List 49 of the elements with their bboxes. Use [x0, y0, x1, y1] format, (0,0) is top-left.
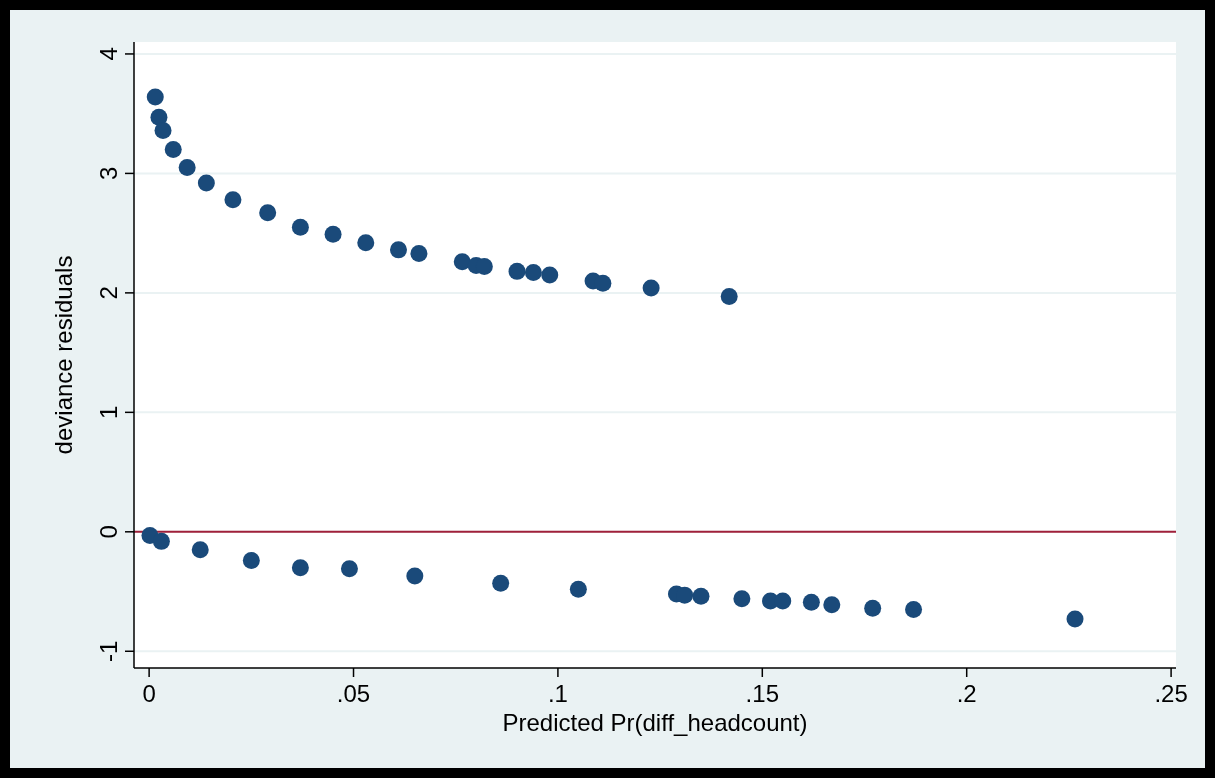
point	[1066, 610, 1084, 628]
point	[524, 264, 542, 282]
point	[642, 279, 660, 297]
point	[733, 590, 751, 608]
point	[242, 551, 260, 569]
point	[357, 234, 375, 252]
point	[492, 574, 510, 592]
point	[453, 253, 471, 271]
point	[864, 599, 882, 617]
point	[291, 218, 309, 236]
point	[340, 560, 358, 578]
y-tick-label: 3	[95, 166, 122, 181]
point	[224, 191, 242, 209]
point	[164, 141, 182, 159]
point	[720, 287, 738, 305]
point	[191, 541, 209, 559]
point	[508, 262, 526, 280]
x-tick-label: .1	[547, 680, 568, 707]
point	[154, 121, 172, 139]
point	[178, 158, 196, 176]
point	[259, 204, 277, 222]
point	[823, 596, 841, 614]
point	[389, 241, 407, 259]
point	[324, 225, 342, 243]
y-tick-label: 0	[95, 525, 122, 539]
point	[569, 580, 587, 598]
point	[594, 274, 612, 292]
y-tick-label: 4	[95, 47, 122, 61]
y-tick-label: 1	[95, 405, 122, 420]
point	[774, 592, 792, 610]
point	[197, 174, 215, 192]
point	[152, 532, 170, 550]
point	[802, 593, 820, 611]
point	[692, 587, 710, 605]
x-tick-label: .25	[1154, 680, 1188, 707]
point	[541, 266, 559, 284]
y-axis-title: deviance residuals	[50, 255, 77, 455]
x-tick-label: .2	[956, 680, 977, 707]
x-tick-label: .15	[745, 680, 779, 707]
y-tick-label: -1	[95, 640, 122, 662]
point	[905, 600, 923, 618]
point	[146, 88, 164, 106]
x-tick-label: .05	[336, 680, 371, 707]
point	[291, 559, 309, 577]
point	[410, 244, 428, 262]
y-tick-label: 2	[95, 286, 122, 300]
x-tick-label: 0	[142, 680, 156, 707]
point	[406, 567, 424, 585]
x-axis-title: Predicted Pr(diff_headcount)	[502, 709, 808, 736]
